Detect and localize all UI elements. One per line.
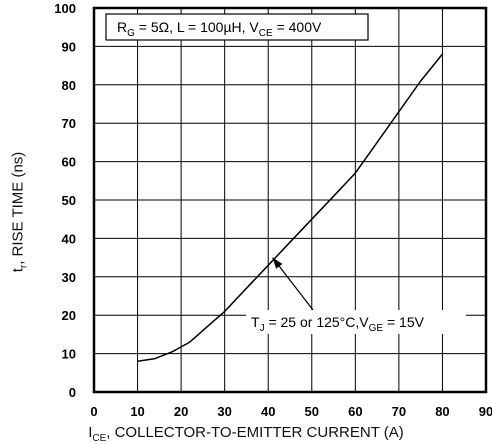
x-tick-label: 60 xyxy=(348,404,362,419)
x-tick-label: 90 xyxy=(479,404,492,419)
text-run: = 15V xyxy=(383,314,425,330)
x-tick-label: 40 xyxy=(261,404,275,419)
series-layer xyxy=(137,53,443,363)
conditions-text: RG = 5Ω, L = 100µH, VCE = 400V xyxy=(117,19,322,39)
x-label-sub: CE xyxy=(92,433,107,444)
x-tick-label: 30 xyxy=(217,404,231,419)
text-run: = 5Ω, L = 100µH, V xyxy=(135,19,260,35)
y-tick-label: 80 xyxy=(62,78,76,93)
text-run: R xyxy=(117,19,127,35)
subscript: GE xyxy=(369,323,384,334)
y-tick-label: 40 xyxy=(62,231,76,246)
y-tick-label: 0 xyxy=(69,385,76,400)
y-label-rest: , RISE TIME (ns) xyxy=(9,151,27,265)
y-tick-label: 30 xyxy=(62,270,76,285)
x-axis-label: ICE, COLLECTOR-TO-EMITTER CURRENT (A) xyxy=(0,424,492,444)
x-label-main: I xyxy=(88,424,93,441)
grid xyxy=(94,8,486,392)
x-tick-label: 20 xyxy=(174,404,188,419)
series-line xyxy=(137,53,443,363)
y-tick-label: 10 xyxy=(62,347,76,362)
y-tick-label: 90 xyxy=(62,39,76,54)
y-tick-labels: 0 10 20 30 40 50 60 70 80 90 100 xyxy=(54,1,76,400)
text-run: T xyxy=(251,314,260,330)
x-tick-label: 80 xyxy=(435,404,449,419)
y-tick-label: 50 xyxy=(62,193,76,208)
annotation-arrow xyxy=(272,257,314,311)
x-tick-labels: 0 10 20 30 40 50 60 70 80 90 xyxy=(90,404,492,419)
subscript: J xyxy=(260,323,265,334)
conditions-box: RG = 5Ω, L = 100µH, VCE = 400V xyxy=(105,13,369,41)
plot-frame xyxy=(92,6,488,394)
x-tick-label: 0 xyxy=(90,404,97,419)
annotation-arrowhead xyxy=(272,257,283,269)
text-run: = 25 or 125°C,V xyxy=(265,314,370,330)
annotation: TJ = 25 or 125°C,VGE = 15V xyxy=(246,257,466,334)
y-tick-label: 70 xyxy=(62,116,76,131)
y-tick-label: 100 xyxy=(54,1,76,16)
subscript: CE xyxy=(259,28,273,39)
x-tick-label: 50 xyxy=(305,404,319,419)
annotation-text: TJ = 25 or 125°C,VGE = 15V xyxy=(251,314,425,334)
text-run: = 400V xyxy=(273,19,322,35)
y-axis-label: tr, RISE TIME (ns) xyxy=(6,82,30,342)
y-label-main: t xyxy=(9,268,27,273)
x-tick-label: 10 xyxy=(130,404,144,419)
x-label-rest: , COLLECTOR-TO-EMITTER CURRENT (A) xyxy=(106,424,404,441)
y-tick-label: 20 xyxy=(62,308,76,323)
x-tick-label: 70 xyxy=(392,404,406,419)
subscript: G xyxy=(127,28,135,39)
y-tick-label: 60 xyxy=(62,155,76,170)
y-label-sub: r xyxy=(18,264,30,269)
